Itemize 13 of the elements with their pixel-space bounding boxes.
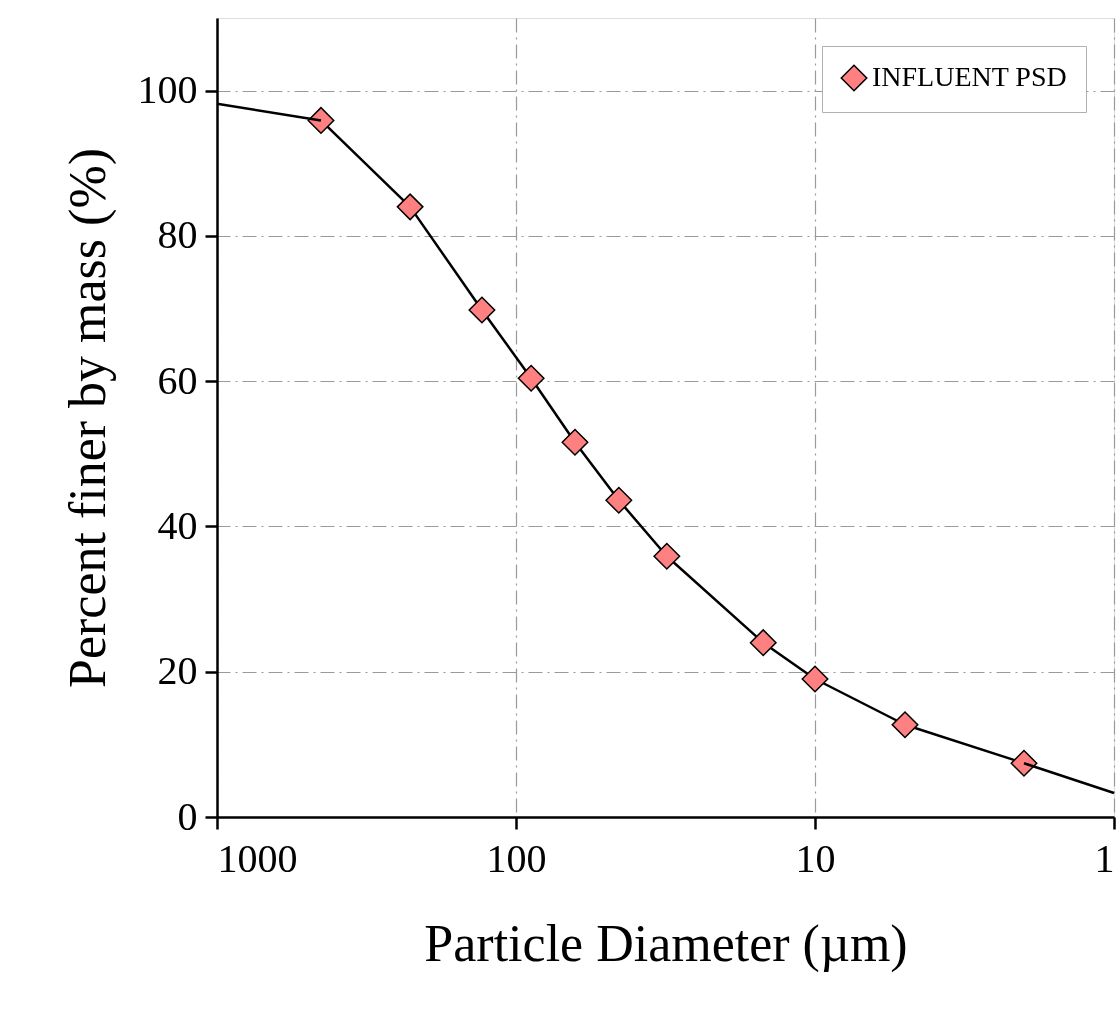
x-axis-title: Particle Diameter (µm)	[424, 914, 908, 973]
y-tick-label: 100	[137, 67, 198, 113]
legend-label: INFLUENT PSD	[872, 61, 1067, 92]
y-axis-title: Percent finer by mass (%)	[58, 147, 117, 689]
y-tick-label: 0	[177, 793, 198, 839]
x-tick-label: 1000	[217, 835, 298, 881]
x-tick-label: 100	[486, 835, 547, 881]
y-tick-label: 40	[157, 502, 198, 548]
x-tick-label: 1	[1094, 835, 1115, 881]
y-tick-label: 20	[157, 648, 198, 694]
x-tick-label: 10	[795, 835, 836, 881]
y-tick-label: 80	[157, 212, 198, 258]
y-tick-label: 60	[157, 357, 198, 403]
